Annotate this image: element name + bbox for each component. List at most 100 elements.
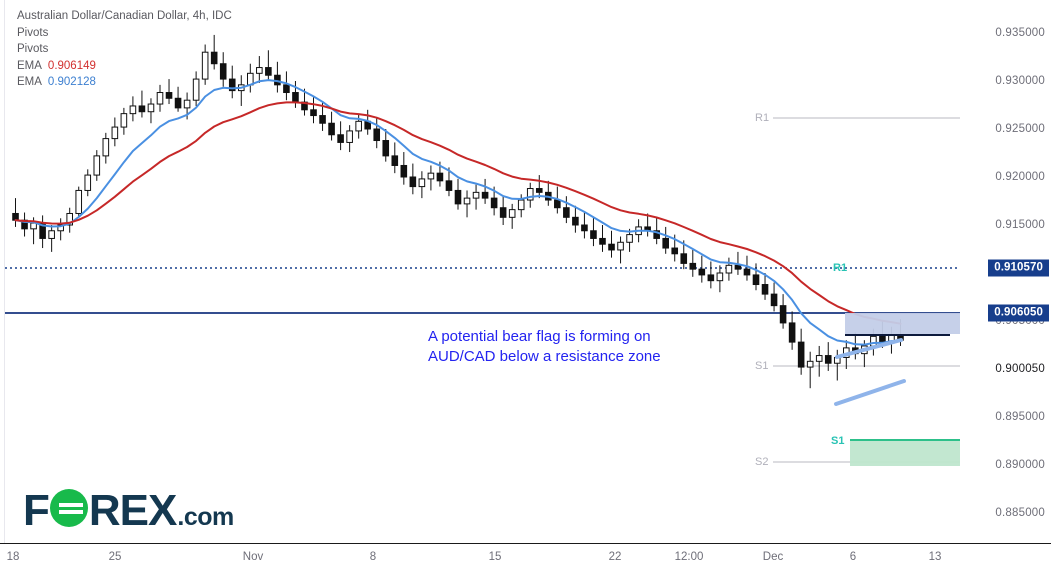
candle-body <box>725 264 733 274</box>
candle-body <box>824 355 832 364</box>
chart-annotation-text: A potential bear flag is forming on AUD/… <box>428 327 661 367</box>
candle-body <box>653 230 660 239</box>
candle-body <box>535 188 543 193</box>
candle-body <box>48 230 55 239</box>
candle-body <box>716 272 724 282</box>
pivot-label-r1: R1 <box>755 112 770 124</box>
price-tick-0-915000: 0.915000 <box>995 219 1045 231</box>
annotation-line-2: AUD/CAD below a resistance zone <box>428 348 661 365</box>
time-axis[interactable]: 18 25 Nov 8 15 22 12:00 Dec 6 13 <box>0 544 1051 572</box>
ema-fast-line <box>14 79 902 346</box>
price-axis[interactable]: 0.935000 0.930000 0.925000 0.920000 0.915000… <box>960 0 1051 543</box>
candle-body <box>472 191 480 199</box>
candle-body <box>797 341 805 368</box>
candle-body <box>228 78 236 92</box>
candle-body <box>256 67 263 74</box>
price-tick-0-900050: 0.900050 <box>995 363 1045 375</box>
candle-body <box>581 224 588 232</box>
price-tick-0-930000: 0.930000 <box>995 75 1045 87</box>
candle-body <box>526 188 534 201</box>
candle-body <box>743 268 751 276</box>
candle-body <box>409 176 417 188</box>
candle-body <box>698 268 706 276</box>
ema-slow-line <box>14 101 902 325</box>
candle-body <box>165 92 173 99</box>
candle-body <box>156 92 164 105</box>
price-tag-0-910570: 0.910570 <box>988 259 1049 277</box>
candle-body <box>481 191 489 199</box>
candle-body <box>129 105 137 115</box>
legend-name: EMA <box>17 59 42 72</box>
candle-body <box>102 138 110 157</box>
euro-bar-bottom <box>58 510 83 514</box>
legend-title: Australian Dollar/Canadian Dollar, 4h, I… <box>17 10 232 22</box>
resistance-zone <box>845 313 960 334</box>
resistance-zone-lower-border <box>845 334 950 336</box>
candle-body <box>84 174 92 191</box>
candle-body <box>463 197 471 205</box>
candle-body <box>292 92 299 103</box>
candle-body <box>454 189 462 205</box>
candle-body <box>599 237 606 245</box>
support-zone <box>850 441 960 466</box>
price-tag-0-906050: 0.906050 <box>988 304 1049 322</box>
candle-body <box>788 322 796 343</box>
candle-body <box>680 253 688 264</box>
candle-body <box>120 113 128 128</box>
candle-body <box>337 134 344 143</box>
candle-body <box>328 122 335 136</box>
legend-name: Pivots <box>17 26 49 39</box>
candle-body <box>66 212 73 226</box>
candle-body <box>770 293 778 307</box>
candle-body <box>346 130 353 143</box>
candlestick-svg <box>5 34 960 463</box>
price-tick-0-895000: 0.895000 <box>995 411 1045 423</box>
logo-dotcom: .com <box>177 503 234 531</box>
support-zone-upper-border <box>850 439 960 441</box>
pivot-label-s2: S2 <box>755 456 769 468</box>
price-tick-0-920000: 0.920000 <box>995 171 1045 183</box>
candle-body <box>626 234 633 243</box>
legend-value-ema-fast: 0.902128 <box>47 76 96 88</box>
candle-body <box>870 335 877 347</box>
legend-row-pivots-2: Pivots <box>17 41 232 58</box>
candle-body <box>355 120 362 132</box>
candle-body <box>400 164 408 178</box>
pivot-label-s1: S1 <box>755 360 769 372</box>
teal-label-r1: R1 <box>833 262 848 274</box>
candle-body <box>183 99 191 109</box>
candle-body <box>707 274 715 282</box>
time-tick-22: 22 <box>608 551 622 563</box>
time-tick-8: 8 <box>369 551 377 563</box>
candle-body <box>111 126 119 140</box>
candle-body <box>590 230 597 239</box>
annotation-line-1: A potential bear flag is forming on <box>428 328 651 345</box>
candle-body <box>779 305 787 324</box>
candle-body <box>319 115 326 124</box>
legend-value-ema-slow: 0.906149 <box>47 59 96 72</box>
candle-body <box>490 197 498 209</box>
candle-body <box>554 199 561 209</box>
bear-flag-upper-trendline <box>835 338 903 359</box>
bear-flag-lower-trendline <box>834 379 906 406</box>
teal-label-s1: S1 <box>831 435 845 447</box>
candle-body <box>373 128 381 142</box>
candle-body <box>662 237 669 249</box>
candle-body <box>57 224 64 232</box>
candle-body <box>265 67 272 76</box>
chart-plot-area[interactable]: R1 S1 R1 S1 S2 A potential bear flag is … <box>5 0 960 543</box>
candle-body <box>75 189 83 214</box>
price-tick-0-925000: 0.925000 <box>995 123 1045 135</box>
candle-body <box>436 172 444 182</box>
candle-body <box>445 180 453 191</box>
price-tick-0-935000: 0.935000 <box>995 27 1045 39</box>
legend-row-pivots-1: Pivots <box>17 25 232 42</box>
candle-body <box>427 172 435 180</box>
forex-com-logo: F REX .com <box>23 487 234 533</box>
candle-body <box>382 140 390 157</box>
legend-row-ema-fast: EMA 0.902128 <box>17 74 232 91</box>
logo-letter-f: F <box>23 486 50 535</box>
candle-body <box>508 209 516 218</box>
candle-body <box>517 199 525 211</box>
